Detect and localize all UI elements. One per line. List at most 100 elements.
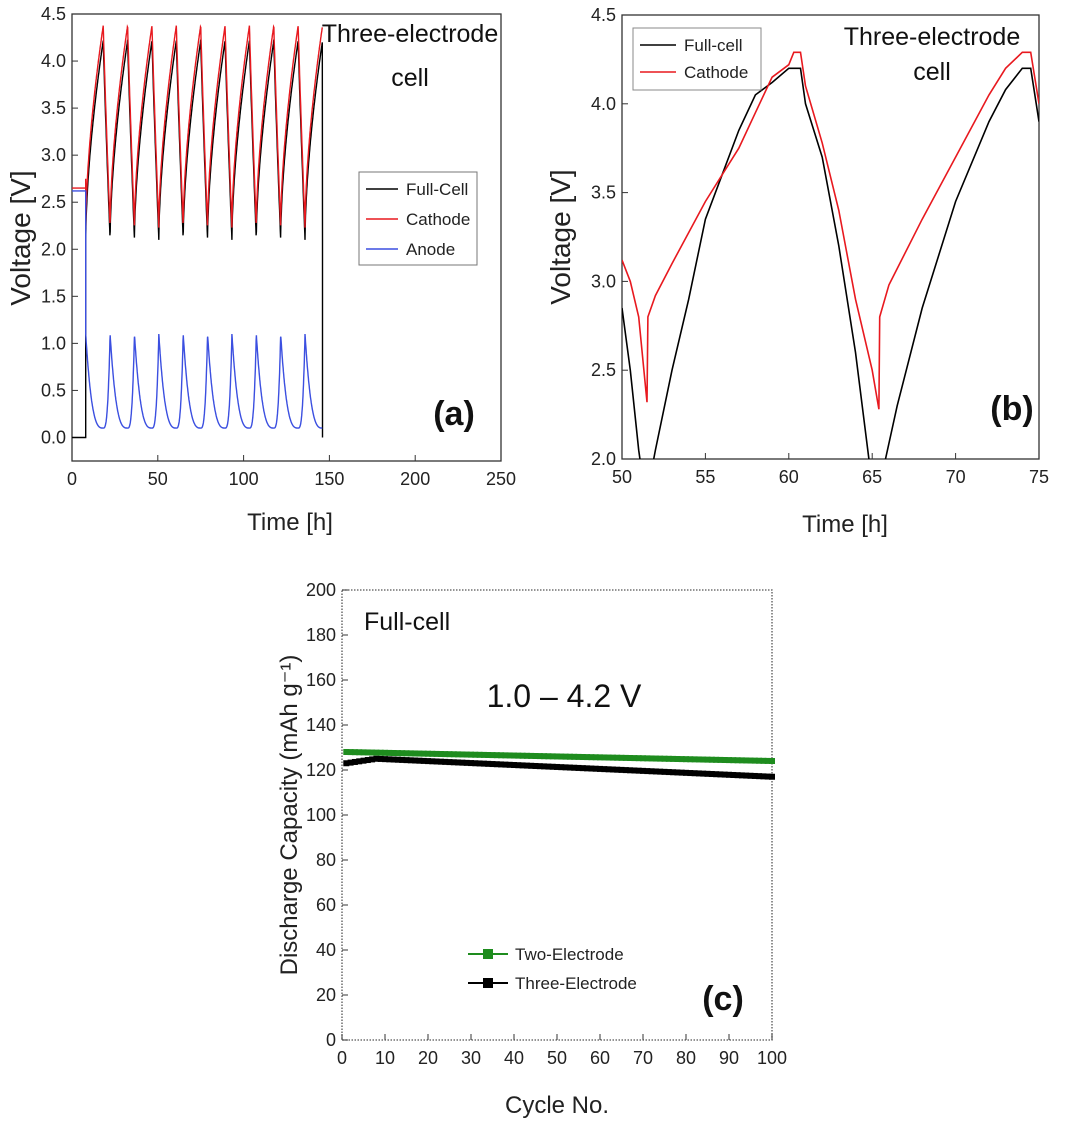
- point-three-electrode: [459, 759, 466, 766]
- point-two-electrode: [377, 749, 384, 756]
- panel-a-xtick-label: 150: [314, 469, 344, 489]
- point-two-electrode: [351, 749, 358, 756]
- point-three-electrode: [382, 756, 388, 763]
- panel-b-annotation-2: cell: [913, 58, 951, 86]
- point-two-electrode: [506, 752, 513, 759]
- panel-a-xtick-label: 50: [148, 469, 168, 489]
- panel-a-ylabel: Voltage [V]: [5, 170, 36, 305]
- panel-b-xtick-label: 50: [612, 467, 632, 487]
- point-two-electrode: [416, 750, 423, 757]
- point-two-electrode: [592, 754, 599, 761]
- point-three-electrode: [657, 768, 664, 775]
- point-three-electrode: [511, 762, 517, 769]
- legend-label-cathode: Cathode: [406, 210, 470, 229]
- point-three-electrode: [609, 766, 616, 773]
- point-three-electrode: [713, 771, 720, 778]
- panel-c-ytick-label: 20: [316, 985, 336, 1005]
- panel-b-legend-box: [632, 27, 762, 91]
- point-two-electrode: [437, 751, 444, 757]
- panel-c-label: (c): [702, 980, 744, 1018]
- panel-a-xlabel: Time [h]: [247, 509, 333, 536]
- panel-a-ytick-label: 1.5: [41, 286, 66, 306]
- point-three-electrode: [545, 763, 552, 770]
- panel-c-ytick-label: 80: [316, 850, 336, 870]
- point-three-electrode: [665, 769, 672, 776]
- point-two-electrode: [575, 753, 582, 760]
- point-two-electrode: [480, 751, 487, 758]
- point-three-electrode: [760, 773, 767, 780]
- point-two-electrode: [450, 751, 457, 758]
- panel-c-ytick-label: 160: [306, 670, 336, 690]
- panel-a-xtick-label: 200: [400, 469, 430, 489]
- point-three-electrode: [571, 764, 578, 771]
- panel-c-xtick-label: 70: [633, 1048, 653, 1068]
- point-two-electrode: [751, 757, 758, 764]
- point-three-electrode: [756, 773, 763, 780]
- point-two-electrode: [360, 749, 367, 756]
- panel-c-xtick-label: 10: [375, 1048, 395, 1068]
- point-two-electrode: [584, 754, 591, 761]
- point-two-electrode: [605, 754, 612, 761]
- point-two-electrode: [579, 754, 586, 760]
- point-two-electrode: [541, 753, 548, 760]
- point-three-electrode: [708, 771, 715, 778]
- point-three-electrode: [468, 760, 474, 767]
- point-three-electrode: [446, 759, 453, 766]
- point-two-electrode: [627, 755, 634, 761]
- point-two-electrode: [691, 756, 698, 763]
- point-three-electrode: [704, 770, 711, 777]
- point-three-electrode: [455, 759, 462, 766]
- point-two-electrode: [489, 752, 496, 759]
- point-two-electrode: [601, 754, 608, 761]
- panel-c-ytick-label: 60: [316, 895, 336, 915]
- point-two-electrode: [738, 757, 745, 764]
- legend-label-cathode-b: Cathode: [684, 63, 748, 82]
- panel-a-ytick-label: 2.5: [41, 192, 66, 212]
- panel-b-label: (b): [990, 390, 1033, 428]
- point-two-electrode: [614, 754, 621, 761]
- point-three-electrode: [683, 769, 689, 776]
- point-three-electrode: [648, 768, 655, 775]
- point-two-electrode: [747, 757, 754, 764]
- point-three-electrode: [695, 770, 702, 777]
- point-three-electrode: [738, 772, 745, 779]
- panel-b-legend: Full-cell Cathode: [632, 27, 762, 91]
- panel-b-ytick-label: 3.0: [591, 271, 616, 291]
- point-three-electrode: [618, 766, 625, 773]
- panel-b-ytick-label: 4.0: [591, 94, 616, 114]
- point-three-electrode: [450, 759, 457, 766]
- point-two-electrode: [640, 755, 646, 762]
- point-two-electrode: [687, 756, 694, 763]
- panel-c-ytick-label: 40: [316, 940, 336, 960]
- point-three-electrode: [373, 755, 380, 762]
- point-two-electrode: [713, 756, 720, 763]
- panel-c: 0 10 20 30 40 50 60 70 80 90 100 0 20 40 60 80 100 120 140…: [276, 580, 787, 1119]
- point-two-electrode: [356, 749, 363, 756]
- point-two-electrode: [498, 752, 505, 759]
- point-three-electrode: [498, 761, 505, 768]
- point-two-electrode: [459, 751, 466, 758]
- point-three-electrode: [394, 756, 401, 763]
- point-three-electrode: [554, 763, 560, 770]
- panel-c-ytick-label: 0: [326, 1030, 336, 1050]
- point-two-electrode: [566, 753, 573, 760]
- panel-a-ytick-label: 2.0: [41, 239, 66, 259]
- point-three-electrode: [678, 769, 685, 776]
- point-three-electrode: [670, 769, 677, 776]
- point-three-electrode: [476, 760, 483, 767]
- point-three-electrode: [493, 761, 500, 768]
- point-three-electrode: [769, 773, 775, 780]
- legend-label-two-electrode: Two-Electrode: [515, 945, 624, 964]
- panel-c-legend: Two-Electrode Three-Electrode: [468, 945, 637, 993]
- point-three-electrode: [584, 765, 591, 772]
- panel-b-annotation-1: Three-electrode: [844, 23, 1020, 51]
- panel-c-xtick-label: 100: [757, 1048, 787, 1068]
- panel-a-ytick-label: 4.5: [41, 4, 66, 24]
- panel-c-lines: [343, 749, 775, 780]
- point-two-electrode: [554, 753, 560, 760]
- point-two-electrode: [588, 754, 595, 761]
- point-three-electrode: [425, 758, 431, 765]
- panel-c-frame: [341, 589, 773, 1041]
- point-two-electrode: [609, 754, 616, 761]
